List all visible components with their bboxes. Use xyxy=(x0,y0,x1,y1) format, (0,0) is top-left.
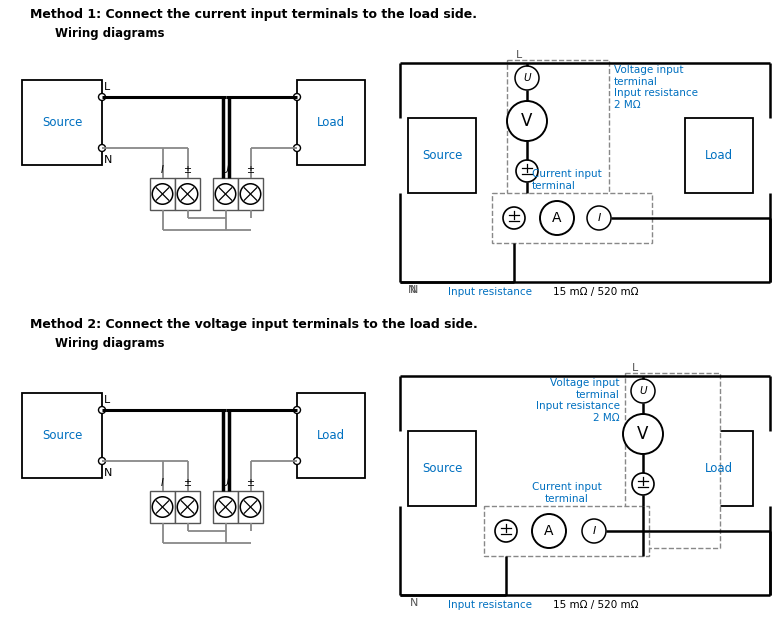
Bar xyxy=(492,193,652,243)
Bar xyxy=(238,178,263,210)
Circle shape xyxy=(240,497,260,517)
Bar xyxy=(507,60,609,235)
Text: Current input
terminal: Current input terminal xyxy=(532,169,601,191)
Circle shape xyxy=(294,457,301,465)
Bar xyxy=(625,373,720,548)
Circle shape xyxy=(215,184,236,204)
Text: U: U xyxy=(222,165,229,175)
Text: Method 1: Connect the current input terminals to the load side.: Method 1: Connect the current input term… xyxy=(30,8,477,21)
Text: Current input
terminal: Current input terminal xyxy=(532,482,601,504)
Circle shape xyxy=(240,184,260,204)
Text: U: U xyxy=(523,73,531,83)
Text: Load: Load xyxy=(705,462,733,475)
Circle shape xyxy=(587,206,611,230)
Text: ±: ± xyxy=(246,478,254,488)
Bar xyxy=(297,80,365,165)
Circle shape xyxy=(294,145,301,151)
Bar xyxy=(408,118,476,193)
Circle shape xyxy=(177,497,198,517)
Circle shape xyxy=(294,406,301,414)
Circle shape xyxy=(98,457,105,465)
Text: 15 mΩ / 520 mΩ: 15 mΩ / 520 mΩ xyxy=(553,600,639,610)
Circle shape xyxy=(623,414,663,454)
Bar xyxy=(685,431,753,506)
Text: Input resistance: Input resistance xyxy=(448,600,532,610)
Text: Load: Load xyxy=(317,116,345,129)
Circle shape xyxy=(215,497,236,517)
Circle shape xyxy=(503,207,525,229)
Text: V: V xyxy=(522,112,532,130)
Circle shape xyxy=(632,473,654,495)
Text: Input resistance: Input resistance xyxy=(448,287,532,297)
Bar xyxy=(213,178,238,210)
Circle shape xyxy=(98,93,105,100)
Text: 15 mΩ / 520 mΩ: 15 mΩ / 520 mΩ xyxy=(553,287,639,297)
Text: Method 2: Connect the voltage input terminals to the load side.: Method 2: Connect the voltage input term… xyxy=(30,318,477,331)
Circle shape xyxy=(495,520,517,542)
Bar xyxy=(213,491,238,523)
Text: Wiring diagrams: Wiring diagrams xyxy=(55,27,164,40)
Text: A: A xyxy=(553,211,562,225)
Circle shape xyxy=(152,184,173,204)
Text: L: L xyxy=(515,50,522,60)
Text: N: N xyxy=(410,598,419,608)
Circle shape xyxy=(507,101,547,141)
Bar xyxy=(175,178,200,210)
Text: I: I xyxy=(161,165,164,175)
Bar xyxy=(484,506,649,556)
Bar xyxy=(408,431,476,506)
Bar xyxy=(175,491,200,523)
Text: I: I xyxy=(592,526,596,536)
Circle shape xyxy=(98,406,105,414)
Text: I: I xyxy=(161,478,164,488)
Text: ±: ± xyxy=(246,165,254,175)
Bar xyxy=(297,393,365,478)
Circle shape xyxy=(540,201,574,235)
Bar xyxy=(22,80,102,165)
Text: Source: Source xyxy=(42,429,82,442)
Text: N: N xyxy=(410,285,419,295)
Text: I: I xyxy=(598,213,601,223)
Bar xyxy=(150,178,175,210)
Text: Source: Source xyxy=(422,462,462,475)
Text: U: U xyxy=(222,478,229,488)
Circle shape xyxy=(532,514,566,548)
Circle shape xyxy=(294,93,301,100)
Text: N: N xyxy=(408,285,416,295)
Text: N: N xyxy=(104,155,112,165)
Circle shape xyxy=(152,497,173,517)
Circle shape xyxy=(177,184,198,204)
Bar xyxy=(150,491,175,523)
Circle shape xyxy=(516,160,538,182)
Text: A: A xyxy=(544,524,554,538)
Text: Load: Load xyxy=(317,429,345,442)
Text: N: N xyxy=(104,468,112,478)
Bar xyxy=(238,491,263,523)
Text: Load: Load xyxy=(705,149,733,162)
Text: Source: Source xyxy=(42,116,82,129)
Circle shape xyxy=(631,379,655,403)
Text: Source: Source xyxy=(422,149,462,162)
Circle shape xyxy=(98,145,105,151)
Text: L: L xyxy=(104,82,110,92)
Text: ±: ± xyxy=(184,478,191,488)
Text: Voltage input
terminal
Input resistance
2 MΩ: Voltage input terminal Input resistance … xyxy=(614,65,698,110)
Text: ±: ± xyxy=(184,165,191,175)
Circle shape xyxy=(515,66,539,90)
Bar xyxy=(22,393,102,478)
Text: L: L xyxy=(632,363,638,373)
Text: V: V xyxy=(637,425,649,443)
Text: Wiring diagrams: Wiring diagrams xyxy=(55,337,164,350)
Text: L: L xyxy=(104,395,110,405)
Circle shape xyxy=(582,519,606,543)
Bar xyxy=(685,118,753,193)
Text: U: U xyxy=(639,386,647,396)
Text: Voltage input
terminal
Input resistance
2 MΩ: Voltage input terminal Input resistance … xyxy=(536,378,620,423)
